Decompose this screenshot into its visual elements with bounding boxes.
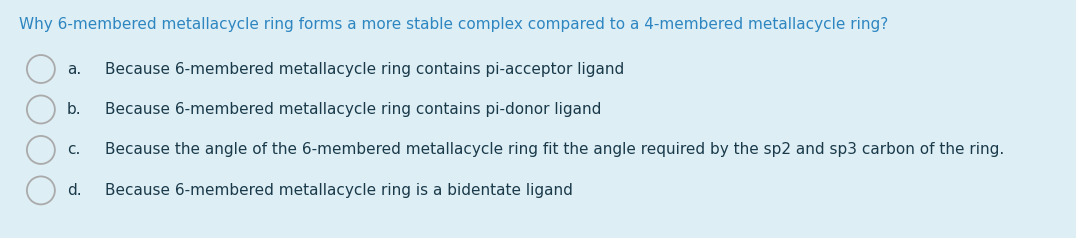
- Text: c.: c.: [67, 142, 80, 158]
- Text: Because the angle of the 6-membered metallacycle ring fit the angle required by : Because the angle of the 6-membered meta…: [105, 142, 1005, 158]
- Text: b.: b.: [67, 102, 82, 117]
- Text: Because 6-membered metallacycle ring contains pi-acceptor ligand: Because 6-membered metallacycle ring con…: [105, 61, 625, 77]
- Text: Because 6-membered metallacycle ring contains pi-donor ligand: Because 6-membered metallacycle ring con…: [105, 102, 601, 117]
- Text: a.: a.: [67, 61, 81, 77]
- Text: Why 6-membered metallacycle ring forms a more stable complex compared to a 4-mem: Why 6-membered metallacycle ring forms a…: [19, 17, 889, 32]
- Text: d.: d.: [67, 183, 82, 198]
- Text: Because 6-membered metallacycle ring is a bidentate ligand: Because 6-membered metallacycle ring is …: [105, 183, 574, 198]
